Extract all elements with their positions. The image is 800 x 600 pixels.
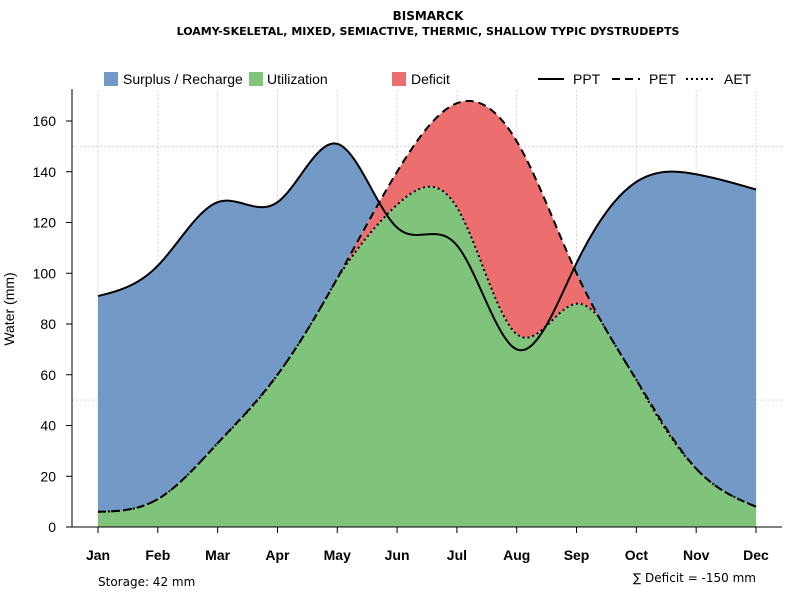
chart-title: BISMARCK: [393, 9, 465, 23]
x-tick-label: Dec: [743, 547, 769, 563]
y-tick-label: 20: [40, 468, 56, 484]
y-tick-label: 40: [40, 418, 56, 434]
y-tick-label: 60: [40, 367, 56, 383]
legend-swatch-surplus: [104, 72, 118, 86]
legend-label-aet: AET: [724, 71, 752, 87]
x-tick-label: Jan: [86, 547, 110, 563]
series-line-pet: [97, 99, 757, 513]
axes: 0 20 40 60 80 100 120 140 160 Jan Feb Mar Apr May Jun J…: [33, 89, 782, 563]
y-tick-label: 0: [48, 519, 56, 535]
y-tick-label: 80: [40, 316, 56, 332]
legend-label-surplus: Surplus / Recharge: [123, 71, 243, 87]
chart-subtitle: LOAMY-SKELETAL, MIXED, SEMIACTIVE, THERM…: [177, 25, 680, 38]
y-tick-label: 100: [33, 265, 57, 281]
legend-swatch-utilization: [249, 72, 263, 86]
y-axis-label: Water (mm): [1, 272, 17, 345]
series-line-ppt: [97, 142, 757, 352]
deficit-annotation: ∑ Deficit = -150 mm: [633, 571, 756, 585]
y-tick-label: 120: [33, 215, 57, 231]
area-deficit: [98, 100, 756, 512]
line-layer: [97, 99, 757, 513]
x-tick-label: Feb: [145, 547, 170, 563]
legend-swatch-deficit: [392, 72, 406, 86]
x-tick-label: Oct: [625, 547, 649, 563]
legend-label-deficit: Deficit: [411, 71, 450, 87]
y-tick-label: 140: [33, 164, 57, 180]
legend-label-ppt: PPT: [573, 71, 601, 87]
x-tick-label: Mar: [205, 547, 230, 563]
x-tick-label: May: [324, 547, 351, 563]
legend: Surplus / Recharge Utilization Deficit P…: [104, 71, 752, 87]
x-tick-label: Nov: [683, 547, 710, 563]
legend-label-utilization: Utilization: [267, 71, 328, 87]
x-tick-label: Apr: [265, 547, 290, 563]
y-tick-label: 160: [33, 113, 57, 129]
area-surplus: [98, 100, 756, 512]
x-tick-label: Jun: [385, 547, 410, 563]
legend-label-pet: PET: [649, 71, 677, 87]
x-tick-label: Aug: [503, 547, 530, 563]
x-tick-label: Jul: [447, 547, 467, 563]
x-tick-label: Sep: [564, 547, 590, 563]
storage-annotation: Storage: 42 mm: [98, 575, 195, 589]
area-utilization: [98, 186, 756, 527]
area-layer: [98, 100, 756, 527]
